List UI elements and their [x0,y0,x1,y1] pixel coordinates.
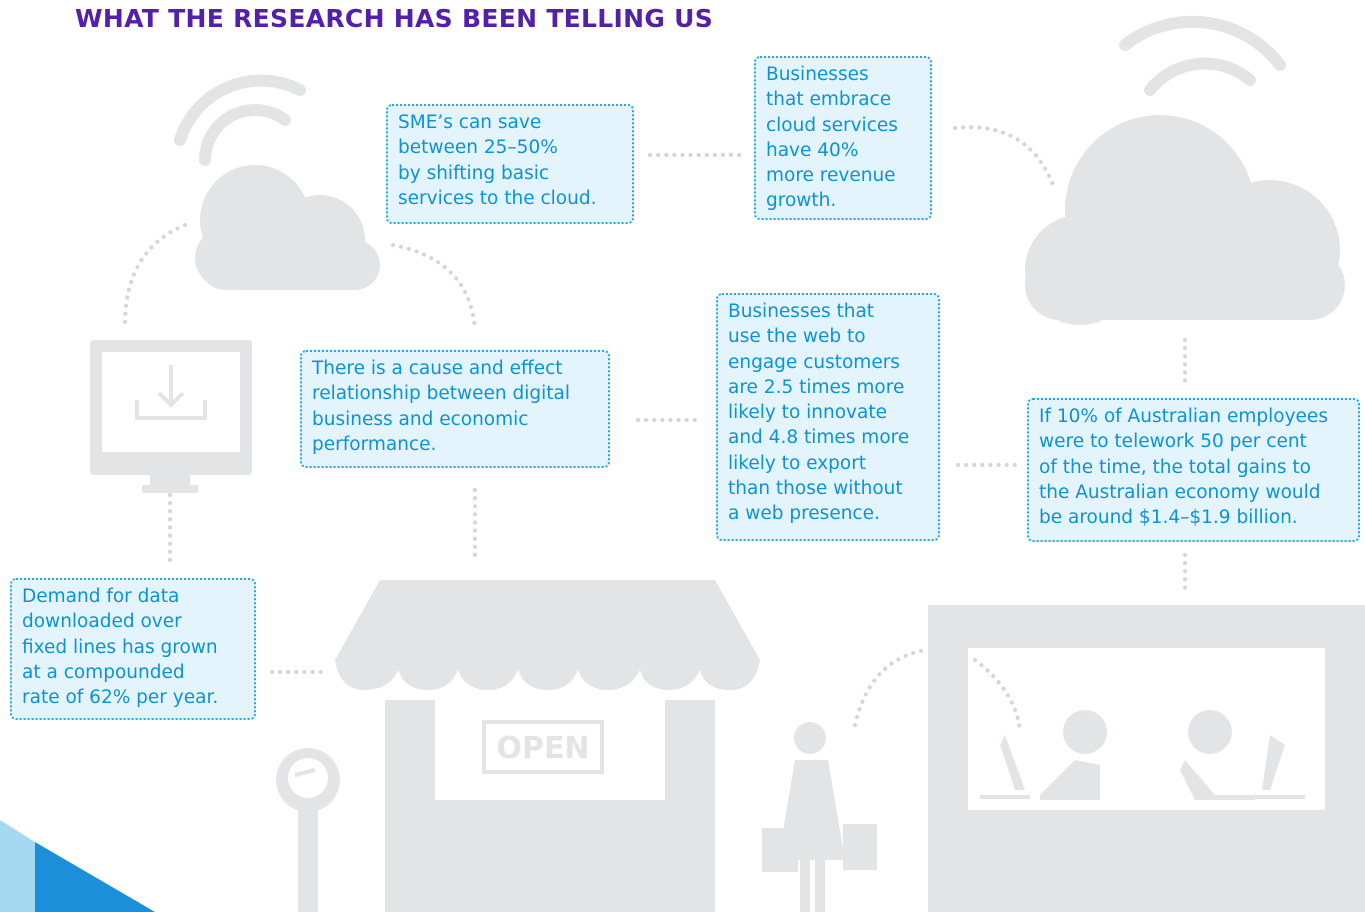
title: WHAT THE RESEARCH HAS BEEN TELLING US [75,4,713,33]
fact-line: downloaded over [22,609,244,634]
fact-line: likely to innovate [728,400,928,425]
fact-line: the Australian economy would [1039,480,1348,505]
fact-line: than those without [728,476,928,501]
fact-line: a web presence. [728,501,928,526]
fact-line: between 25–50% [398,135,622,160]
fact-line: are 2.5 times more [728,375,928,400]
fact-line: and 4.8 times more [728,425,928,450]
fact-line: of the time, the total gains to [1039,455,1348,480]
fact-line: rate of 62% per year. [22,685,244,710]
fact-line: more revenue [766,163,920,188]
fact-line: have 40% [766,138,920,163]
fact-line: Businesses [766,62,920,87]
fact-line: services to the cloud. [398,186,622,211]
fact-line: performance. [312,432,598,457]
fact-line: fixed lines has grown [22,635,244,660]
fact-line: business and economic [312,407,598,432]
fact-line: Businesses that [728,299,928,324]
fact-line: that embrace [766,87,920,112]
sign-text: OPEN [496,731,589,766]
fact-line: use the web to [728,324,928,349]
fact-line: be around $1.4–$1.9 billion. [1039,505,1348,530]
fact-line: If 10% of Australian employees [1039,404,1348,429]
fact-line: Demand for data [22,584,244,609]
fact-line: relationship between digital [312,381,598,406]
fact-line: likely to export [728,451,928,476]
fact-line: were to telework 50 per cent [1039,429,1348,454]
fact-line: engage customers [728,350,928,375]
fact-line: There is a cause and effect [312,356,598,381]
fact-line: SME’s can save [398,110,622,135]
fact-line: cloud services [766,113,920,138]
fact-line: at a compounded [22,660,244,685]
fact-line: by shifting basic [398,161,622,186]
fact-line: growth. [766,188,920,213]
page: OPEN WHAT THE RESEARCH HAS BEEN TELLING … [0,0,1365,912]
